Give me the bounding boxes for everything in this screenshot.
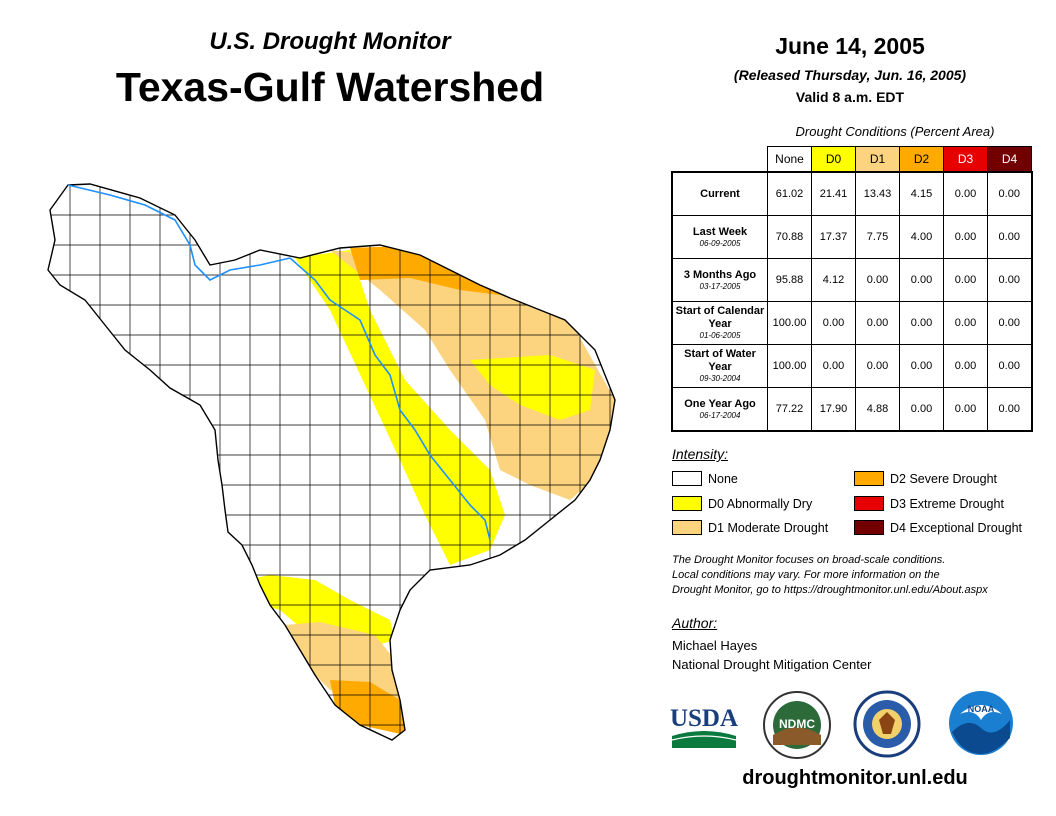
table-cell: 0.00 <box>987 258 1033 302</box>
table-row: 3 Months Ago 03-17-2005 95.88 4.12 0.00 0… <box>671 258 1033 302</box>
legend-swatch <box>672 471 702 486</box>
table-cell: 0.00 <box>899 258 944 302</box>
table-row: Start of Calendar Year 01-06-2005 100.00 … <box>671 301 1033 345</box>
table-cell: 0.00 <box>943 215 988 259</box>
table-cell: 4.00 <box>899 215 944 259</box>
legend-item-d2: D2 Severe Drought <box>854 471 997 486</box>
watershed-map <box>47 183 616 741</box>
col-header-d1: D1 <box>855 146 900 173</box>
table-cell: 0.00 <box>811 301 856 345</box>
noaa-logo: NOAA <box>949 691 1013 755</box>
area-d2-north <box>350 245 500 295</box>
commerce-seal-logo <box>853 690 921 758</box>
table-cell: 0.00 <box>987 171 1033 216</box>
table-cell: 0.00 <box>987 301 1033 345</box>
row-label: Current <box>671 171 768 216</box>
table-cell: 21.41 <box>811 171 856 216</box>
legend-swatch <box>854 471 884 486</box>
map-date: June 14, 2005 <box>775 33 925 59</box>
rivers <box>67 184 491 541</box>
row-label: Start of Calendar Year 01-06-2005 <box>671 301 768 345</box>
table-cell: 0.00 <box>899 344 944 388</box>
table-cell: 0.00 <box>943 301 988 345</box>
legend-swatch <box>854 496 884 511</box>
table-header-row: None D0 D1 D2 D3 D4 <box>672 146 1032 173</box>
table-cell: 0.00 <box>943 387 988 432</box>
drought-conditions-table: None D0 D1 D2 D3 D4 Current 61.02 21.41 … <box>671 146 1033 432</box>
table-cell: 7.75 <box>855 215 900 259</box>
author-name: Michael Hayes <box>672 638 758 653</box>
table-row: Last Week 06-09-2005 70.88 17.37 7.75 4.0… <box>671 215 1033 259</box>
table-cell: 0.00 <box>987 215 1033 259</box>
usda-logo: USDA <box>670 705 738 748</box>
col-header-d4: D4 <box>987 146 1032 173</box>
table-cell: 0.00 <box>943 258 988 302</box>
disclaimer-note: The Drought Monitor focuses on broad-sca… <box>672 554 988 596</box>
table-cell: 95.88 <box>767 258 812 302</box>
table-cell: 100.00 <box>767 344 812 388</box>
legend-title: Intensity: <box>672 446 729 462</box>
legend-item-d1: D1 Moderate Drought <box>672 520 828 535</box>
table-cell: 77.22 <box>767 387 812 432</box>
table-cell: 0.00 <box>855 344 900 388</box>
table-cell: 4.15 <box>899 171 944 216</box>
table-cell: 0.00 <box>811 344 856 388</box>
table-row: Current 61.02 21.41 13.43 4.15 0.00 0.00 <box>671 171 1033 216</box>
row-label: One Year Ago 06-17-2004 <box>671 387 768 432</box>
legend-swatch <box>672 496 702 511</box>
table-cell: 70.88 <box>767 215 812 259</box>
website-url[interactable]: droughtmonitor.unl.edu <box>742 767 968 789</box>
area-d1-east <box>330 250 615 500</box>
area-d1-south <box>285 622 400 700</box>
row-label: Start of Water Year 09-30-2004 <box>671 344 768 388</box>
area-d2-south <box>330 680 405 735</box>
table-cell: 4.12 <box>811 258 856 302</box>
table-cell: 13.43 <box>855 171 900 216</box>
table-cell: 4.88 <box>855 387 900 432</box>
table-cell: 0.00 <box>855 258 900 302</box>
map-title: Texas-Gulf Watershed <box>115 64 545 110</box>
svg-text:USDA: USDA <box>670 705 738 732</box>
map-subtitle: U.S. Drought Monitor <box>209 28 451 55</box>
table-cell: 0.00 <box>987 344 1033 388</box>
row-label: 3 Months Ago 03-17-2005 <box>671 258 768 302</box>
table-cell: 17.37 <box>811 215 856 259</box>
col-header-d2: D2 <box>899 146 944 173</box>
table-row: One Year Ago 06-17-2004 77.22 17.90 4.88 … <box>671 387 1033 432</box>
legend-item-d0: D0 Abnormally Dry <box>672 496 812 511</box>
author-organization: National Drought Mitigation Center <box>672 657 872 672</box>
valid-time: Valid 8 a.m. EDT <box>795 89 905 105</box>
author-heading: Author: <box>672 615 718 631</box>
table-cell: 61.02 <box>767 171 812 216</box>
table-row: Start of Water Year 09-30-2004 100.00 0.0… <box>671 344 1033 388</box>
table-cell: 0.00 <box>899 301 944 345</box>
legend-swatch <box>854 520 884 535</box>
row-label: Last Week 06-09-2005 <box>671 215 768 259</box>
svg-text:NOAA: NOAA <box>968 704 995 714</box>
table-cell: 100.00 <box>767 301 812 345</box>
table-cell: 0.00 <box>855 301 900 345</box>
table-cell: 0.00 <box>943 344 988 388</box>
table-cell: 0.00 <box>987 387 1033 432</box>
col-header-d3: D3 <box>943 146 988 173</box>
release-date: (Released Thursday, Jun. 16, 2005) <box>733 67 967 83</box>
area-d0-pocket <box>470 355 595 420</box>
legend-swatch <box>672 520 702 535</box>
col-header-d0: D0 <box>811 146 856 173</box>
legend-item-none: None <box>672 471 738 486</box>
table-cell: 0.00 <box>943 171 988 216</box>
svg-text:NDMC: NDMC <box>779 717 815 731</box>
legend-item-d4: D4 Exceptional Drought <box>854 520 1022 535</box>
legend-item-d3: D3 Extreme Drought <box>854 496 1004 511</box>
header-blank <box>672 146 768 172</box>
table-caption: Drought Conditions (Percent Area) <box>795 124 995 139</box>
ndmc-logo: NDMC <box>763 691 831 759</box>
table-cell: 17.90 <box>811 387 856 432</box>
col-header-none: None <box>767 146 812 173</box>
table-cell: 0.00 <box>899 387 944 432</box>
